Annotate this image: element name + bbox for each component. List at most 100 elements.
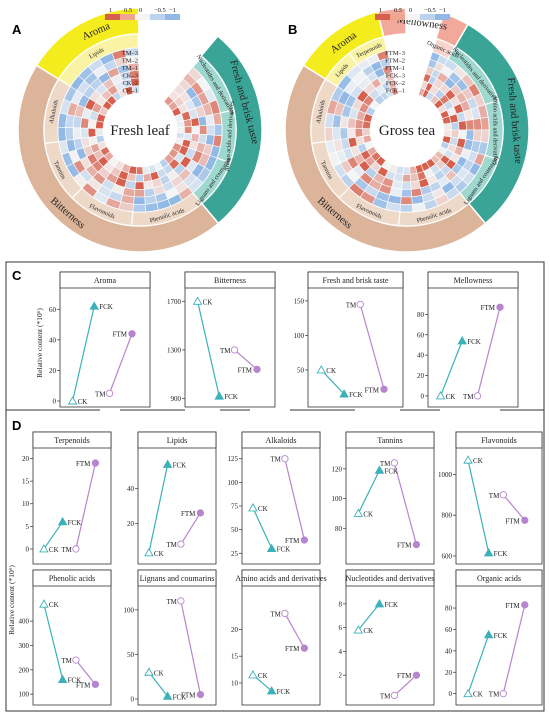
tm-label: TM: [380, 692, 391, 700]
chart-organic-acids: Organic acids 0 20 40 60 80 CK FCK TM FTM: [445, 569, 543, 706]
fck-label: FCK: [384, 467, 398, 475]
chart-lipids: Lipids 20 40 CK FCK TM FTM: [127, 431, 217, 565]
y-tick-label: 0: [449, 690, 453, 698]
ftm-point: [91, 680, 100, 689]
y-tick-label: 8: [339, 600, 343, 608]
ftm-point: [196, 690, 205, 699]
tm-line: [502, 494, 526, 521]
chart-title-box: [345, 431, 435, 449]
heat-cell: [72, 127, 82, 140]
fck-label: FCK: [277, 546, 291, 554]
tm-line: [234, 349, 258, 370]
fck-point: [89, 301, 99, 310]
chart-mellowness: Mellowness 0 20 40 60 80 CK FCK TM FTM: [417, 271, 519, 408]
ftm-label: FTM: [181, 510, 196, 518]
chart-title-box: [137, 431, 217, 449]
heat-cell: [465, 129, 475, 141]
y-tick-label: 15: [231, 653, 239, 661]
chart-frame: [345, 569, 435, 706]
heat-cell: [324, 112, 335, 128]
ftm-point: [412, 671, 421, 679]
heat-cell: [133, 188, 145, 198]
y-tick-label: 20: [417, 372, 425, 380]
y-tick-label: 0: [131, 696, 135, 704]
heat-cell: [135, 174, 144, 183]
ftm-label: FTM: [113, 331, 128, 339]
ftm-label: FTM: [481, 304, 496, 312]
ck-label: CK: [258, 672, 268, 680]
ck-point: [39, 599, 49, 608]
legend-swatch: [420, 14, 435, 20]
heat-cell: [401, 181, 412, 190]
ck-point: [192, 296, 203, 305]
y-tick-label: 80: [445, 605, 453, 613]
tm-point: [72, 656, 80, 664]
heat-cell: [409, 165, 418, 175]
fck-label: FCK: [99, 303, 113, 311]
ring-label: FCK–3: [386, 72, 405, 79]
chart-fresh-and-brisk-taste: Fresh and brisk taste 50 100 150 CK FCK TM FTM: [294, 271, 404, 408]
chart-title-box: [455, 431, 543, 449]
heat-cell: [87, 127, 97, 138]
tm-label: TM: [95, 390, 106, 398]
y-tick-label: 25: [231, 550, 239, 558]
chart-title: Flavonoids: [481, 436, 517, 445]
center-disc: [371, 94, 443, 166]
legend-tick: 1: [379, 7, 382, 14]
legend-tick: −0.5: [154, 7, 166, 14]
chart-frame: [427, 271, 519, 408]
ftm-point: [91, 459, 100, 467]
chart-frame: [137, 431, 217, 565]
ck-label: CK: [154, 550, 164, 558]
ck-label: CK: [363, 510, 373, 518]
ftm-point: [496, 303, 504, 311]
y-tick-label: 5: [26, 523, 30, 531]
fck-point: [339, 389, 349, 398]
ftm-label: FTM: [238, 366, 253, 374]
chart-frame: [241, 431, 321, 565]
tm-point: [390, 459, 399, 467]
chart-title-box: [184, 271, 276, 289]
y-tick-label: 100: [294, 332, 305, 340]
ck-label: CK: [326, 367, 336, 375]
heat-cell: [142, 165, 151, 175]
tm-point: [72, 545, 80, 553]
ring-label: CK–2: [122, 80, 138, 87]
legend-swatch: [375, 14, 390, 20]
ftm-label: FTM: [285, 537, 300, 545]
ring-label: CK–1: [122, 87, 138, 94]
ck-line: [43, 604, 64, 680]
y-tick-label: 300: [19, 642, 30, 650]
y-tick-label: 40: [127, 485, 135, 493]
y-tick-label: 100: [332, 495, 343, 503]
heat-cell: [133, 196, 146, 205]
chart-title: Fresh and brisk taste: [323, 276, 389, 285]
tm-point: [281, 609, 289, 618]
heat-cell: [65, 127, 74, 141]
y-tick-label: 2: [339, 672, 343, 680]
fck-point: [483, 629, 494, 639]
y-tick-label: 10: [22, 500, 30, 508]
ck-line: [440, 340, 463, 397]
fck-label: FCK: [384, 601, 398, 609]
y-tick-label: 1000: [438, 471, 453, 479]
legend-tick: 0.5: [394, 7, 402, 14]
heat-cell: [400, 196, 413, 205]
tm-label: TM: [346, 301, 357, 309]
ck-label: CK: [154, 669, 164, 677]
ftm-label: FTM: [181, 692, 196, 700]
y-tick-label: 60: [49, 306, 57, 314]
chart-title: Bitterness: [214, 276, 246, 285]
heat-cell: [472, 129, 482, 142]
heat-cell: [206, 124, 215, 136]
tm-line: [108, 333, 133, 394]
chart-title-box: [241, 569, 321, 587]
ck-point: [144, 667, 154, 676]
ck-point: [435, 390, 446, 400]
circular-heatmaps: Fresh leafTM–3TM–2TM–1CK–3CK–2CK–1AromaF…: [12, 6, 530, 253]
panel-letter-d: D: [12, 418, 21, 433]
legend-tick: 0: [139, 7, 142, 14]
tm-point: [499, 491, 507, 499]
ck-point: [353, 625, 364, 634]
